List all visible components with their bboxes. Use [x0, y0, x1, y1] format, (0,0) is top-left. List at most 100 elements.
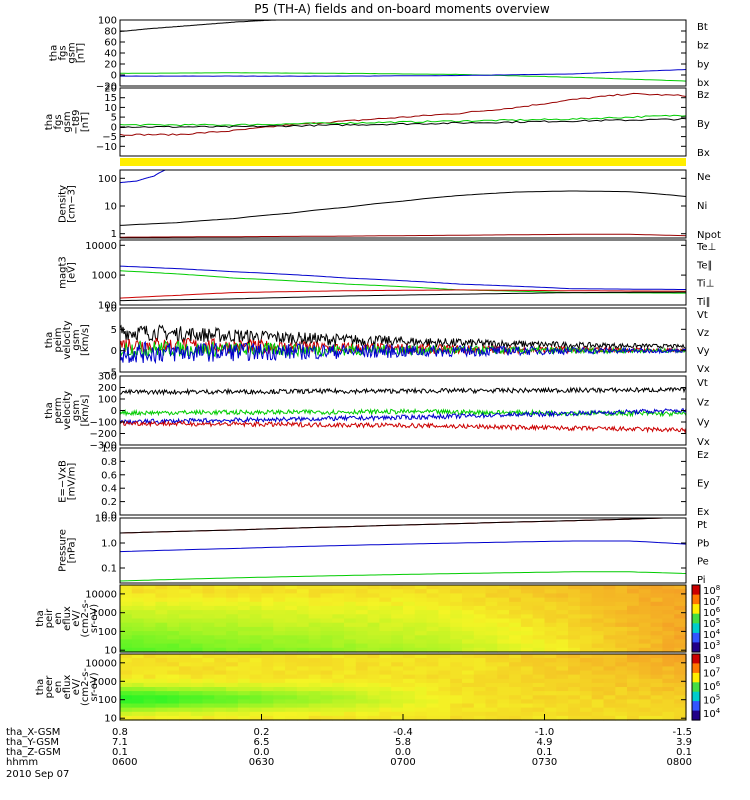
spectrogram-cell [367, 618, 380, 624]
spectrogram-cell [214, 682, 227, 688]
spectrogram-cell [355, 605, 369, 611]
spectrogram-cell [509, 647, 522, 653]
legend-label-Bz: Bz [697, 90, 709, 101]
spectrogram-cell [509, 601, 522, 607]
y-tick-label: 0 [111, 346, 117, 357]
spectrogram-cell [450, 585, 463, 590]
spectrogram-cell [226, 597, 239, 603]
spectrogram-cell [462, 635, 475, 641]
spectrogram-cell [190, 601, 204, 607]
spectrogram-cell [650, 662, 663, 667]
spectrogram-cell [532, 643, 546, 649]
spectrogram-cell [120, 622, 133, 628]
spectrogram-cell [674, 699, 687, 705]
spectrogram-cell [249, 585, 263, 590]
spectrogram-cell [662, 643, 675, 649]
spectrogram-cell [568, 691, 581, 696]
spectrogram-cell [568, 610, 581, 615]
spectrogram-cell [120, 597, 133, 603]
spectrogram-cell [426, 639, 439, 645]
spectrogram-cell [414, 666, 428, 672]
spectrogram-cell [355, 622, 369, 628]
spectrogram-cell [143, 631, 156, 636]
spectrogram-cell [638, 618, 652, 624]
spectrogram-cell [544, 654, 557, 659]
spectrogram-cell [273, 614, 286, 620]
spectrogram-cell [120, 662, 133, 667]
spectrogram-cell [226, 643, 239, 649]
y-tick-label: −20 [96, 82, 117, 93]
spectrogram-cell [556, 707, 569, 713]
spectrogram-cell [662, 597, 675, 603]
spectrogram-cell [615, 635, 628, 641]
spectrogram-cell [143, 715, 156, 721]
spectrogram-cell [485, 618, 498, 624]
spectrogram-cell [308, 674, 322, 680]
spectrogram-cell [131, 674, 145, 680]
panel-frame [119, 307, 687, 373]
spectrogram-cell [414, 678, 428, 684]
spectrogram-cell [662, 707, 675, 713]
spectrogram-cell [520, 674, 534, 680]
y-tick-label: −100 [90, 418, 117, 429]
spectrogram-cell [367, 699, 380, 705]
spectrogram-cell [591, 635, 605, 641]
spectrogram-cell [532, 687, 546, 692]
colorbar-exponent: 3 [716, 639, 720, 647]
spectrogram-cell [414, 682, 428, 688]
spectrogram-cell [249, 670, 263, 676]
spectrogram-cell [190, 610, 204, 615]
spectrogram-cell [379, 593, 392, 599]
spectrogram-cell [579, 622, 593, 628]
spectrogram-cell [155, 614, 168, 620]
spectrogram-cell [650, 695, 663, 700]
spectrogram-cell [214, 605, 227, 611]
spectrogram-cell [226, 695, 239, 700]
spectrogram-cell [261, 635, 274, 641]
spectrogram-cell [202, 614, 215, 620]
spectrogram-cell [249, 597, 263, 603]
spectrogram-cell [615, 618, 628, 624]
spectrogram-cell [214, 614, 227, 620]
spectrogram-cell [591, 643, 605, 649]
spectrogram-cell [662, 622, 675, 628]
spectrogram-cell [249, 618, 263, 624]
spectrogram-cell [308, 647, 322, 653]
spectrogram-cell [155, 610, 168, 615]
spectrogram-cell [179, 631, 192, 636]
spectrogram-cell [249, 605, 263, 611]
spectrogram-cell [579, 682, 593, 688]
spectrogram-cell [344, 707, 357, 713]
spectrogram-cell [167, 687, 180, 692]
spectrogram-cell [237, 585, 251, 590]
spectrogram-cell [344, 618, 357, 624]
spectrogram-cell [131, 662, 145, 667]
spectrogram-cell [367, 614, 380, 620]
spectrogram-cell [603, 703, 616, 709]
spectrogram-cell [190, 614, 204, 620]
spectrogram-cell [379, 643, 392, 649]
y-axis-label-line: [nPa] [67, 537, 78, 563]
spectrogram-cell [296, 601, 310, 607]
spectrogram-cell [650, 635, 663, 641]
spectrogram-cell [497, 610, 510, 615]
spectrogram-cell [202, 626, 215, 632]
spectrogram-cell [426, 674, 439, 680]
spectrogram-cell [273, 670, 286, 676]
spectrogram-cell [485, 695, 498, 700]
spectrogram-cell [249, 711, 263, 717]
spectrogram-cell [662, 639, 675, 645]
spectrogram-cell [473, 639, 487, 645]
spectrogram-cell [143, 707, 156, 713]
spectrogram-cell [579, 699, 593, 705]
spectrogram-cell [591, 585, 605, 590]
spectrogram-cell [450, 703, 463, 709]
x-axis-row-label: tha_Y-GSM [6, 737, 59, 748]
spectrogram-cell [403, 682, 416, 688]
spectrogram-cell [202, 585, 215, 590]
colorbar-exponent: 6 [716, 606, 721, 614]
spectrogram-cell [237, 695, 251, 700]
spectrogram-cell [414, 614, 428, 620]
